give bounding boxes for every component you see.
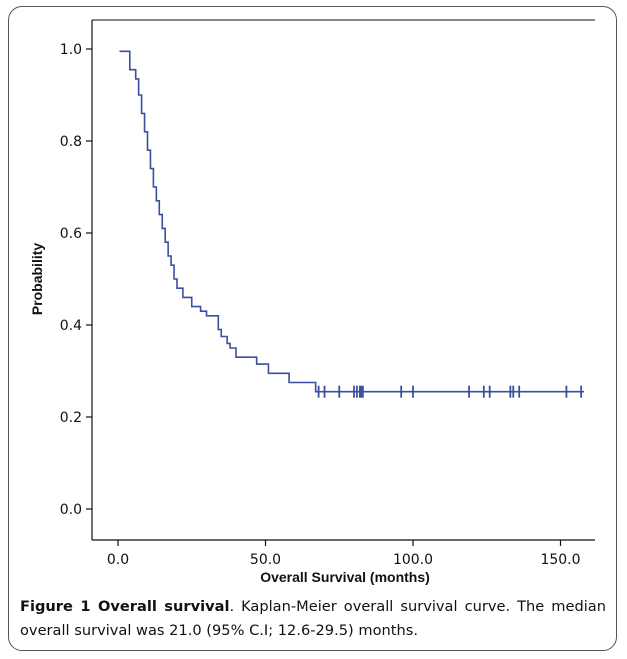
- figure-caption: Figure 1 Overall survival. Kaplan-Meier …: [20, 595, 606, 643]
- y-tick-label: 0.0: [60, 502, 82, 518]
- y-tick-label: 0.2: [60, 410, 82, 426]
- y-axis: 0.0 0.2 0.4 0.6 0.8 1.0: [60, 19, 595, 540]
- x-tick-label: 50.0: [250, 552, 281, 568]
- survival-curve: [119, 50, 585, 393]
- censor-marks: [317, 385, 583, 398]
- x-tick-label: 150.0: [540, 552, 580, 568]
- km-chart: 0.0 0.2 0.4 0.6 0.8 1.0 0.0 50.0 100.0 150.0 Ove…: [29, 19, 595, 585]
- y-tick-label: 1.0: [60, 42, 82, 58]
- x-tick-label: 100.0: [393, 552, 433, 568]
- x-tick-label: 0.0: [107, 552, 129, 568]
- caption-text: . Kaplan-Meier overall survival curve. T…: [20, 598, 606, 639]
- x-axis-title: Overall Survival (months): [260, 569, 430, 585]
- y-axis-title: Probability: [29, 243, 45, 316]
- caption-label: Figure 1 Overall survival: [20, 598, 230, 615]
- figure-frame: [8, 6, 617, 651]
- x-axis: 0.0 50.0 100.0 150.0: [92, 539, 595, 568]
- y-tick-label: 0.8: [60, 134, 82, 150]
- y-tick-label: 0.6: [60, 226, 82, 242]
- y-tick-label: 0.4: [60, 318, 82, 334]
